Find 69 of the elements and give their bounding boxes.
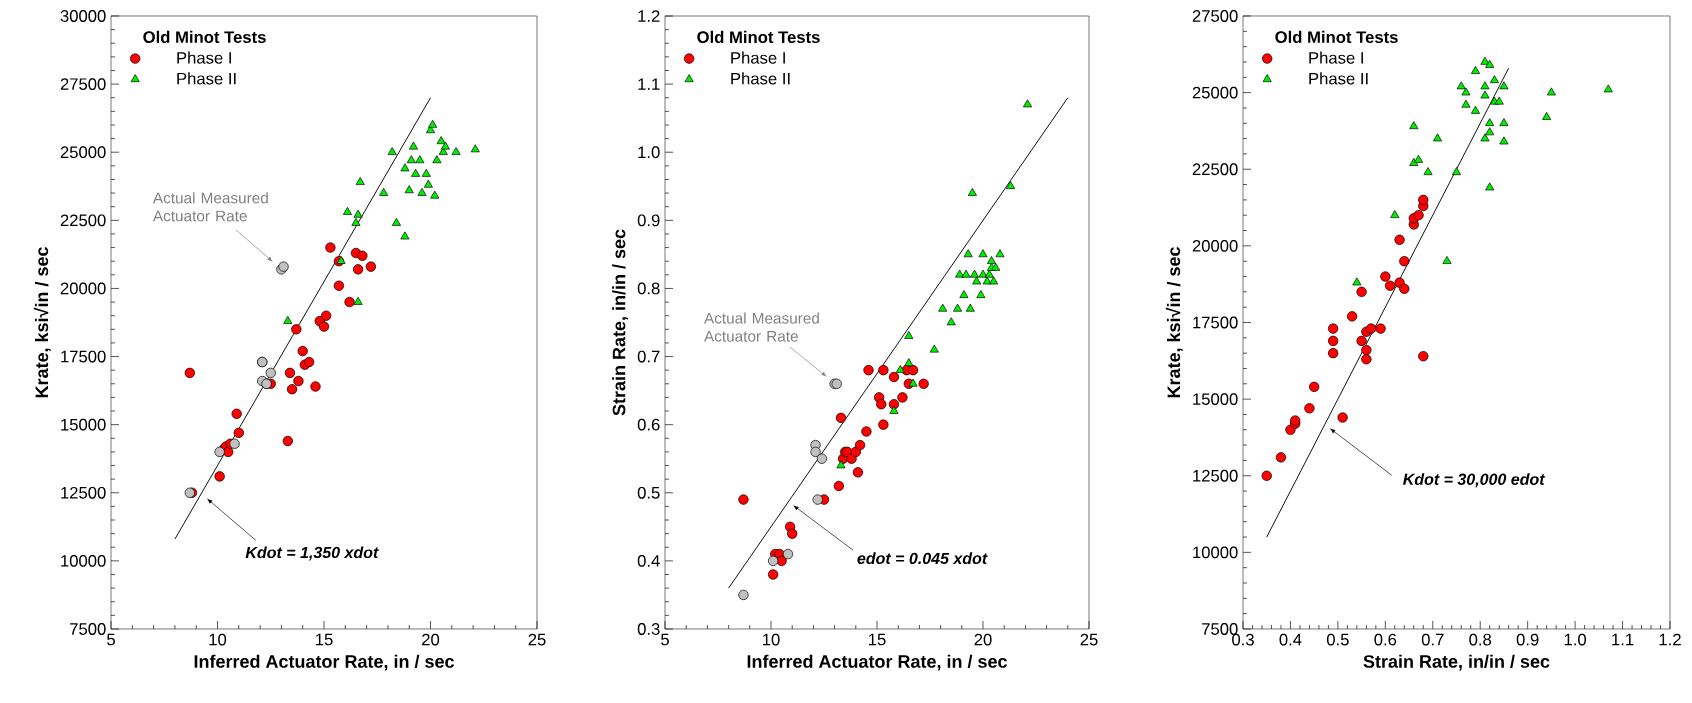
y-tick-label: 7500 (70, 623, 106, 635)
x-tick-label: 0.5 (1326, 633, 1349, 646)
legend-label: Phase II (1309, 72, 1368, 85)
x-axis-title: Strain Rate, in/in / sec (1363, 654, 1550, 671)
y-tick-label: 0.4 (637, 554, 660, 567)
x-tick-label: 0.7 (1421, 633, 1444, 646)
annotation: Kdot = 30,000 edot (1403, 473, 1546, 488)
y-axis-title: Krate, ksi√in / sec (1165, 247, 1183, 398)
legend-label: Phase I (1309, 51, 1363, 64)
x-tick-label: 25 (1080, 633, 1098, 646)
x-tick-label: 0.9 (1516, 633, 1539, 646)
x-tick-label: 25 (528, 633, 546, 646)
y-tick-label: 25000 (1192, 86, 1238, 99)
x-tick-label: 10 (209, 633, 227, 646)
x-tick-label: 0.6 (1374, 633, 1397, 646)
y-tick-label: 10000 (61, 554, 106, 567)
annotation: Kdot = 1,350 xdot (245, 546, 379, 561)
y-axis-title: Krate, ksi√in / sec (33, 247, 51, 398)
y-tick-label: 12500 (1193, 469, 1238, 482)
y-tick-label: 15000 (61, 418, 106, 431)
y-tick-label: 1.0 (638, 146, 660, 159)
x-axis-title: Inferred Actuator Rate, in / sec (194, 654, 455, 671)
y-tick-label: 1.1 (638, 78, 660, 90)
y-tick-label: 0.7 (637, 350, 660, 363)
y-tick-label: 17500 (1193, 316, 1238, 329)
y-tick-label: 27500 (60, 78, 106, 91)
legend-title: Old Minot Tests (697, 30, 820, 44)
x-tick-label: 5 (661, 633, 669, 646)
legend-label: Phase I (177, 51, 231, 64)
y-tick-label: 22500 (1192, 163, 1238, 176)
y-tick-label: 0.3 (637, 623, 660, 635)
annotation: edot = 0.045 xdot (857, 552, 988, 565)
y-tick-label: 15000 (1193, 393, 1238, 406)
y-tick-label: 20000 (60, 282, 106, 295)
legend-label: Phase II (731, 72, 790, 85)
y-tick-label: 20000 (1192, 239, 1238, 252)
annotation: Actual Measured Actuator Rate (152, 192, 268, 222)
y-tick-label: 1.2 (638, 10, 660, 22)
x-tick-label: 1.2 (1659, 633, 1681, 646)
legend-title: Old Minot Tests (143, 30, 266, 44)
x-tick-label: 20 (422, 633, 440, 646)
x-tick-label: 1.0 (1564, 633, 1587, 646)
x-tick-label: 20 (974, 633, 992, 646)
x-tick-label: 10 (763, 633, 780, 646)
y-tick-label: 0.6 (637, 418, 660, 431)
x-tick-label: 15 (869, 633, 886, 646)
y-tick-label: 30000 (60, 10, 106, 22)
y-tick-label: 7500 (1202, 623, 1238, 635)
x-tick-label: 1.1 (1612, 633, 1634, 646)
x-axis-title: Inferred Actuator Rate, in / sec (747, 654, 1008, 671)
legend-title: Old Minot Tests (1275, 30, 1398, 44)
y-tick-label: 22500 (60, 214, 106, 227)
annotation: Actual Measured Actuator Rate (704, 312, 819, 342)
y-tick-label: 27500 (1192, 10, 1238, 22)
x-tick-label: 5 (107, 633, 115, 646)
y-tick-label: 25000 (60, 146, 106, 159)
y-tick-label: 10000 (1193, 546, 1238, 559)
y-tick-label: 0.8 (637, 282, 660, 295)
x-tick-label: 15 (316, 633, 333, 646)
y-tick-label: 0.9 (637, 214, 660, 227)
x-tick-label: 0.4 (1279, 633, 1302, 646)
x-tick-label: 0.3 (1232, 633, 1254, 646)
x-tick-label: 0.8 (1469, 633, 1492, 646)
y-tick-label: 0.5 (637, 486, 660, 499)
y-axis-title: Strain Rate, in/in / sec (612, 229, 628, 416)
legend-label: Phase I (731, 51, 785, 64)
y-tick-label: 12500 (61, 486, 106, 499)
y-tick-label: 17500 (61, 350, 106, 363)
legend-label: Phase II (177, 72, 236, 85)
